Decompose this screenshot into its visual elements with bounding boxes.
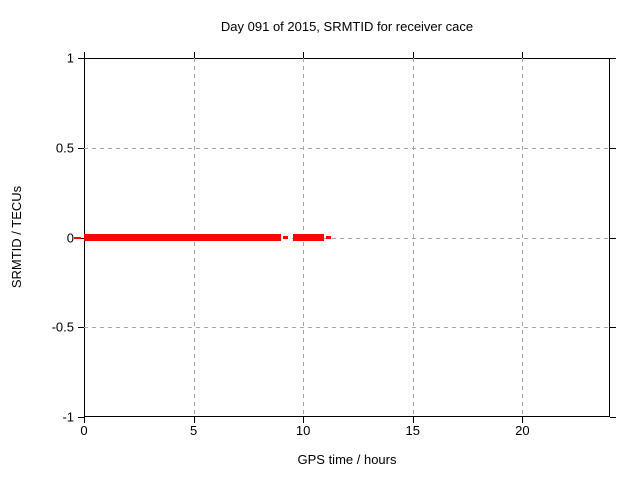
- x-tick-bottom: [412, 417, 414, 423]
- y-tick-label: 1: [66, 50, 74, 66]
- x-tick-label: 20: [515, 423, 530, 438]
- zero-axis-red-tick: [74, 236, 81, 239]
- gridline-horizontal: [84, 147, 610, 149]
- x-tick-bottom: [522, 417, 524, 423]
- x-tick-top: [303, 52, 305, 58]
- y-tick-left: [78, 327, 84, 329]
- y-tick-right: [610, 417, 616, 418]
- x-tick-label: 15: [405, 423, 420, 438]
- y-tick-left: [78, 237, 84, 239]
- x-tick-top: [522, 52, 524, 58]
- y-tick-right: [610, 327, 616, 329]
- y-tick-left: [78, 417, 84, 418]
- chart-title: Day 091 of 2015, SRMTID for receiver cac…: [220, 19, 474, 34]
- gridline-horizontal: [84, 327, 610, 329]
- x-tick-label: 10: [295, 423, 311, 438]
- x-tick-label: 5: [189, 423, 198, 438]
- y-tick-right: [610, 147, 616, 149]
- gridline-horizontal: [84, 237, 610, 239]
- x-tick-label: 0: [80, 423, 88, 438]
- x-tick-top: [193, 52, 195, 58]
- y-tick-label: -0.5: [51, 319, 74, 335]
- series-segment: [283, 236, 288, 239]
- series-segment: [84, 234, 282, 241]
- y-tick-left: [78, 147, 84, 149]
- x-tick-bottom: [84, 417, 85, 423]
- y-tick-label: -1: [62, 409, 74, 425]
- series-segment: [293, 234, 324, 241]
- x-tick-bottom: [193, 417, 195, 423]
- x-tick-bottom: [303, 417, 305, 423]
- y-tick-right: [610, 237, 616, 239]
- series-segment: [326, 236, 331, 239]
- y-tick-label: 0: [66, 230, 74, 245]
- y-tick-right: [610, 58, 616, 59]
- y-tick-label: 0.5: [55, 140, 74, 156]
- x-tick-top: [412, 52, 414, 58]
- x-tick-top: [84, 52, 85, 58]
- x-axis-title: GPS time / hours: [297, 452, 397, 467]
- y-tick-left: [78, 58, 84, 59]
